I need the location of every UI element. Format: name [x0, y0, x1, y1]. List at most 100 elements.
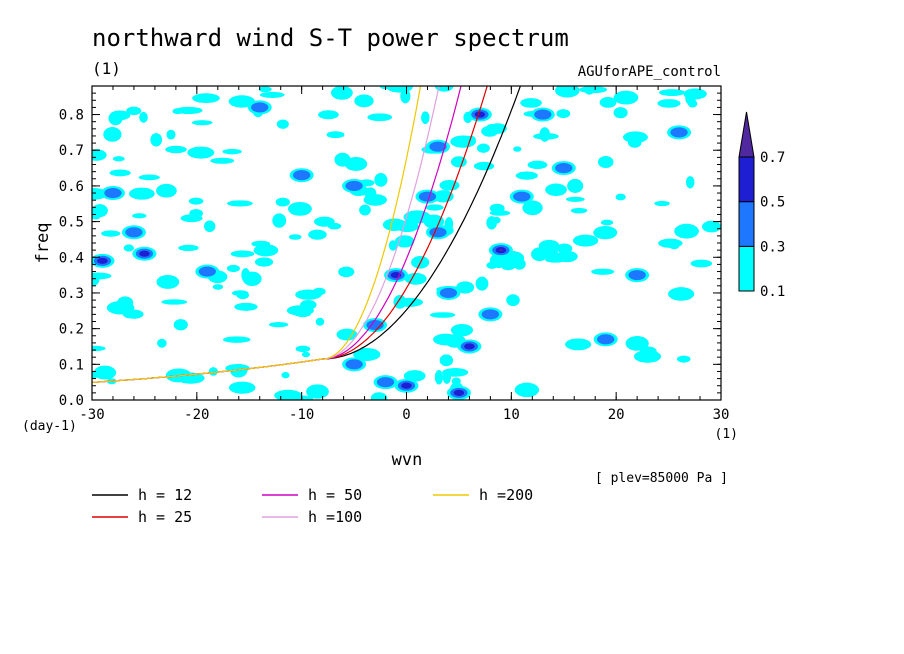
y-tick-label: 0.1 [59, 357, 84, 373]
contour-patch [330, 86, 353, 100]
contour-patch [473, 161, 495, 171]
contour-patch [393, 294, 407, 309]
x-tick-label: 20 [608, 407, 625, 423]
x-axis: -30 -20 -10 0 10 20 30 [79, 86, 729, 423]
legend-label: h = 25 [138, 508, 192, 526]
contour-patch [591, 268, 615, 275]
contour-core [670, 127, 688, 138]
contour-patch [613, 90, 639, 105]
contour-patch [132, 213, 147, 219]
contour-patch [258, 86, 272, 93]
contour-core [429, 141, 447, 152]
legend-label: h =200 [479, 486, 533, 504]
contour-patch [338, 266, 355, 278]
x-tick-label: -10 [289, 407, 314, 423]
contour-patch [128, 187, 155, 200]
colorbar-label: 0.1 [760, 284, 785, 300]
contour-patch [318, 110, 339, 120]
contour-core [513, 191, 531, 202]
contour-patch [475, 276, 489, 291]
contour-patch [403, 370, 426, 382]
contour-fill [92, 86, 721, 400]
contour-core [104, 188, 122, 199]
contour-patch [485, 124, 497, 134]
contour-core [429, 227, 447, 238]
contour-patch [276, 119, 289, 129]
contour-patch [288, 202, 312, 216]
contour-patch [613, 107, 628, 119]
contour-patch [93, 365, 117, 380]
contour-patch [268, 321, 289, 328]
contour-patch [444, 217, 454, 231]
contour-patch [354, 94, 374, 108]
contour-patch [173, 319, 188, 331]
contour-patch [272, 213, 287, 228]
contour-core [139, 250, 150, 257]
x-axis-label: wvn [392, 450, 423, 470]
y-tick-label: 0.5 [59, 215, 84, 231]
contour-core [293, 170, 311, 181]
contour-patch [674, 223, 699, 239]
dispersion-curves [92, 86, 522, 383]
contour-core [345, 180, 363, 191]
contour-core [366, 320, 384, 331]
contour-patch [139, 111, 148, 123]
contour-patch [306, 384, 329, 399]
contour-patch [615, 193, 626, 201]
contour-patch [208, 367, 218, 376]
contour-patch [212, 284, 224, 290]
y-tick-label: 0.4 [59, 250, 84, 266]
colorbar-label: 0.7 [760, 150, 785, 166]
contour-patch [191, 120, 213, 126]
contour-core [97, 257, 108, 264]
contour-patch [259, 91, 285, 98]
contour-patch [370, 392, 388, 400]
contour-core [401, 382, 412, 389]
contour-patch [451, 377, 461, 385]
dispersion-curve [92, 86, 422, 383]
contour-core [481, 309, 500, 320]
contour-patch [593, 225, 618, 240]
contour-patch [312, 287, 326, 296]
contour-patch [477, 143, 490, 153]
contour-patch [597, 155, 614, 169]
y-tick-label: 0.2 [59, 322, 84, 338]
contour-patch [556, 109, 571, 119]
subtitle-right: AGUforAPE_control [578, 64, 721, 80]
contour-patch [404, 272, 427, 285]
contour-patch [584, 86, 595, 95]
colorbar-segment [738, 201, 755, 247]
contour-patch [326, 131, 345, 139]
contour-patch [486, 216, 497, 230]
contour-patch [204, 220, 216, 233]
contour-patch [489, 210, 511, 216]
x-tick-label: 10 [503, 407, 520, 423]
contour-patch [386, 86, 413, 93]
contour-patch [294, 395, 314, 400]
contour-patch [434, 369, 444, 385]
contour-core [198, 266, 216, 277]
contour-core [555, 163, 573, 174]
contour-patch [156, 183, 177, 198]
contour-patch [108, 111, 123, 126]
contour-patch [439, 179, 460, 191]
contour-patch [327, 222, 342, 230]
contour-patch [288, 234, 302, 240]
contour-patch [254, 257, 274, 267]
contour-core [376, 377, 395, 388]
contour-patch [565, 196, 585, 202]
y-tick-label: 0.0 [59, 393, 84, 409]
contour-patch [627, 137, 642, 148]
contour-patch [223, 336, 251, 343]
contour-patch [281, 372, 290, 379]
contour-core [498, 249, 503, 252]
contour-patch [565, 338, 592, 351]
contour-patch [336, 328, 358, 341]
contour-core [453, 389, 465, 396]
x-tick-label: 30 [713, 407, 730, 423]
contour-patch [702, 220, 721, 233]
contour-core [628, 270, 646, 281]
contour-patch [103, 127, 122, 142]
contour-patch [514, 382, 540, 398]
